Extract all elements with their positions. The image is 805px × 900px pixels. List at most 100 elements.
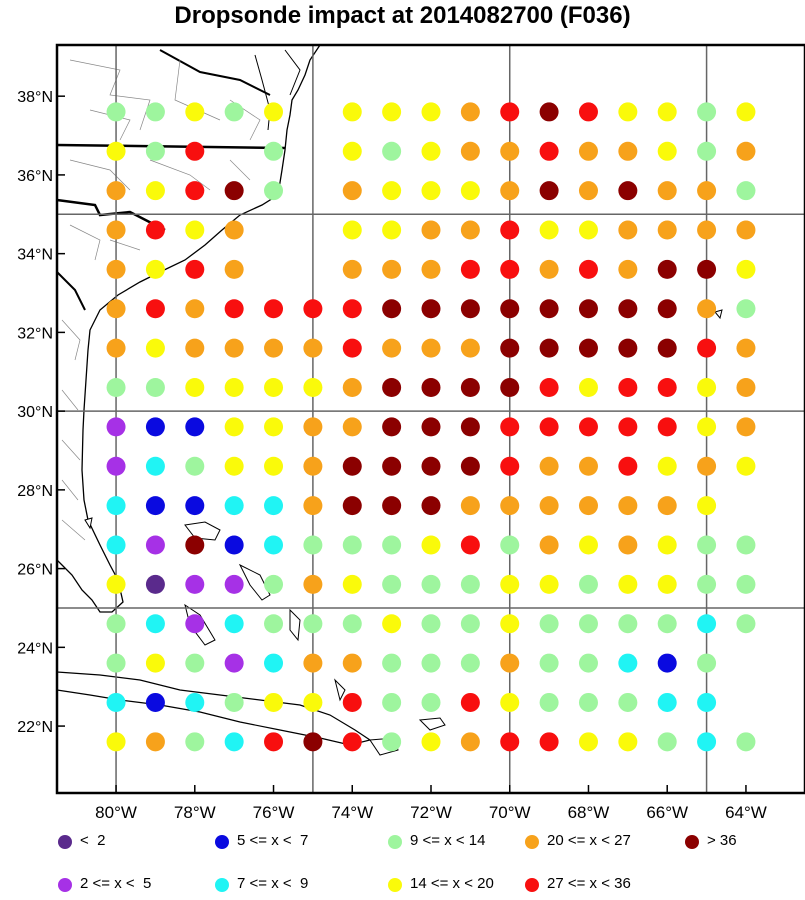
legend-label: > 36: [707, 832, 737, 849]
data-dot: [382, 692, 402, 712]
data-dot: [618, 141, 638, 161]
data-dot: [421, 338, 441, 358]
data-dot: [578, 141, 598, 161]
data-dot: [539, 456, 559, 476]
data-dot: [618, 102, 638, 122]
data-dot: [145, 456, 165, 476]
data-dot: [382, 181, 402, 201]
data-dot: [145, 378, 165, 398]
bahamas-islands: [84, 309, 723, 756]
data-dot: [342, 574, 362, 594]
data-dot: [421, 653, 441, 673]
lon-tick-label: 70°W: [489, 803, 531, 822]
data-dot: [500, 417, 520, 437]
data-dot: [539, 732, 559, 752]
data-dot: [342, 417, 362, 437]
data-dot: [382, 220, 402, 240]
data-dot: [382, 653, 402, 673]
data-dot: [342, 535, 362, 555]
data-dot: [736, 102, 756, 122]
data-dot: [382, 456, 402, 476]
data-dot: [303, 653, 323, 673]
data-dot: [460, 259, 480, 279]
lon-tick-label: 80°W: [95, 803, 137, 822]
data-dot: [224, 456, 244, 476]
data-dot: [539, 141, 559, 161]
legend-swatch: [388, 878, 402, 892]
data-dot: [264, 338, 284, 358]
data-dot: [736, 417, 756, 437]
data-dot: [500, 299, 520, 319]
data-dot: [145, 614, 165, 634]
data-dot: [736, 220, 756, 240]
data-dot: [421, 220, 441, 240]
data-dot: [145, 692, 165, 712]
data-dot: [342, 181, 362, 201]
data-dot: [185, 535, 205, 555]
data-dot: [657, 574, 677, 594]
data-dot: [185, 181, 205, 201]
data-dot: [303, 456, 323, 476]
lat-tick-label: 28°N: [17, 483, 53, 500]
data-dot: [697, 535, 717, 555]
data-dot: [500, 732, 520, 752]
data-dot: [657, 496, 677, 516]
data-dot: [185, 496, 205, 516]
data-dot: [303, 378, 323, 398]
data-dot: [657, 102, 677, 122]
legend-swatch: [525, 878, 539, 892]
lon-tick-label: 72°W: [410, 803, 452, 822]
data-dot: [657, 181, 677, 201]
data-dot: [578, 102, 598, 122]
data-dot: [342, 692, 362, 712]
data-dot: [618, 456, 638, 476]
data-dot: [618, 378, 638, 398]
data-dot: [382, 378, 402, 398]
data-dot: [264, 299, 284, 319]
data-dot: [697, 378, 717, 398]
data-dot: [697, 181, 717, 201]
data-dot: [224, 181, 244, 201]
data-dot: [697, 299, 717, 319]
data-dot: [736, 456, 756, 476]
data-dot: [539, 181, 559, 201]
legend-label: 9 <= x < 14: [410, 832, 486, 849]
data-dot: [264, 614, 284, 634]
legend-swatch: [58, 878, 72, 892]
data-dot: [303, 496, 323, 516]
data-dot: [500, 653, 520, 673]
data-dot: [145, 141, 165, 161]
data-dot: [657, 299, 677, 319]
lon-tick-label: 66°W: [646, 803, 688, 822]
data-dot: [382, 614, 402, 634]
data-dot: [500, 259, 520, 279]
data-dot: [342, 614, 362, 634]
lat-tick-label: 26°N: [17, 562, 53, 579]
data-dot: [500, 614, 520, 634]
data-dot: [578, 535, 598, 555]
data-dot: [145, 417, 165, 437]
data-dot: [421, 299, 441, 319]
data-dot: [657, 220, 677, 240]
data-dot: [618, 181, 638, 201]
data-dot: [697, 259, 717, 279]
legend-label: 7 <= x < 9: [237, 875, 309, 892]
data-dot: [578, 574, 598, 594]
data-dot: [145, 338, 165, 358]
data-dot: [224, 220, 244, 240]
data-dot: [264, 732, 284, 752]
data-dot: [106, 614, 126, 634]
axis-ticks: 80°W 78°W 76°W 74°W 72°W 70°W 68°W 66°W 64°W 38°N…: [17, 89, 767, 822]
data-dot: [342, 102, 362, 122]
data-dot: [657, 417, 677, 437]
data-dot: [421, 417, 441, 437]
data-dot: [539, 259, 559, 279]
data-dot: [106, 338, 126, 358]
county-lines: [61, 59, 261, 541]
data-dot: [500, 378, 520, 398]
data-dot: [185, 102, 205, 122]
data-dot: [421, 181, 441, 201]
data-dot: [185, 220, 205, 240]
data-dot: [224, 299, 244, 319]
data-dot: [500, 181, 520, 201]
